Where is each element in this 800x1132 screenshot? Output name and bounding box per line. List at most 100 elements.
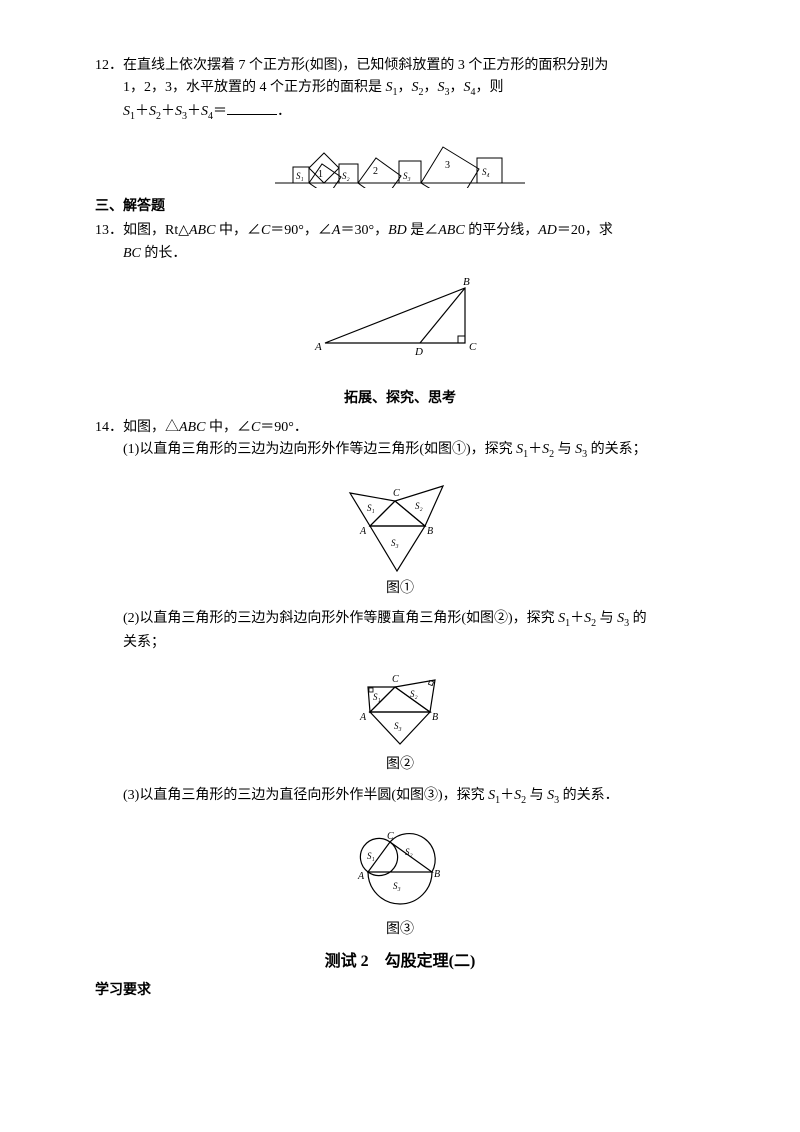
p14-sub2-l2: 关系；: [95, 632, 705, 654]
p14s3d: 的关系．: [559, 788, 619, 803]
p14s2c: 与: [596, 611, 617, 626]
p14s1d: 的关系；: [587, 442, 647, 457]
s4b: S: [201, 104, 208, 119]
p14c: C: [251, 420, 260, 435]
fig1-caption: 图①: [95, 578, 705, 600]
figure-13: A B C D: [95, 273, 705, 358]
problem-14: 14．如图，△ABC 中，∠C＝90°． (1)以直角三角形的三边为边向形外作等…: [95, 417, 705, 463]
p13bc: BC: [123, 246, 141, 261]
fig13-svg: A B C D: [310, 273, 490, 358]
problem-12-text: 12．在直线上依次摆着 7 个正方形(如图)，已知倾斜放置的 3 个正方形的面积…: [95, 55, 705, 77]
p13f: 的平分线，: [465, 223, 539, 238]
p13bd: BD: [388, 223, 407, 238]
p14s3a: (3)以直角三角形的三边为直径向形外作半圆(如图③)，探究: [123, 788, 488, 803]
problem-13: 13．如图，Rt△ABC 中，∠C＝90°，∠A＝30°，BD 是∠ABC 的平…: [95, 220, 705, 265]
f141b: B: [427, 526, 433, 537]
learn-req-title: 学习要求: [95, 980, 705, 1002]
p12-l2d: ，: [450, 80, 464, 95]
p14s2b: ＋: [570, 611, 584, 626]
figure-14-1: A B C S₁ S₂ S₃ 图①: [95, 471, 705, 600]
p14a: 如图，△: [123, 420, 179, 435]
f141a: A: [359, 526, 367, 537]
f142s1: S₁: [373, 692, 381, 702]
fig14-1-svg: A B C S₁ S₂ S₃: [335, 471, 465, 576]
f142a: A: [359, 712, 367, 723]
p13tc: ＝90°，∠: [270, 223, 332, 238]
problem-12: 12．在直线上依次摆着 7 个正方形(如图)，已知倾斜放置的 3 个正方形的面积…: [95, 55, 705, 125]
fig3-caption: 图③: [95, 919, 705, 941]
p13abc2: ABC: [438, 223, 464, 238]
p13-num: 13．: [95, 223, 123, 238]
s2: S: [412, 80, 419, 95]
p13-text: 13．如图，Rt△ABC 中，∠C＝90°，∠A＝30°，BD 是∠ABC 的平…: [95, 220, 705, 242]
fig12-svg: S₁ 1 S₂ 2 S₃ 3 S₄: [275, 133, 525, 188]
fig-s1: S₁: [296, 171, 304, 181]
fig-3: 3: [445, 160, 450, 171]
f13a: A: [314, 341, 322, 353]
f13c: C: [469, 341, 477, 353]
f141s2: S₂: [415, 501, 423, 511]
p12-l2a: 1，2，3，水平放置的 4 个正方形的面积是: [123, 80, 386, 95]
p12-l3b: ＋: [161, 104, 175, 119]
s2b: S: [149, 104, 156, 119]
fig-1: 1: [318, 169, 323, 180]
fig14-3-svg: A B C S₁ S₂ S₃: [340, 817, 460, 917]
f143s2: S₂: [405, 847, 413, 857]
test-2-title: 测试 2 勾股定理(二): [95, 949, 705, 975]
figure-14-3: A B C S₁ S₂ S₃ 图③: [95, 817, 705, 941]
p13ad: AD: [538, 223, 557, 238]
p12-l3c: ＋: [187, 104, 201, 119]
p13a: 如图，Rt△: [123, 223, 189, 238]
p14s3c: 与: [526, 788, 547, 803]
p13e: 是∠: [407, 223, 439, 238]
p14b: 中，∠: [205, 420, 251, 435]
fig2-caption: 图②: [95, 754, 705, 776]
p14abc: ABC: [179, 420, 205, 435]
p12-l3d: ＝: [213, 104, 227, 119]
s3: S: [438, 80, 445, 95]
f143s1: S₁: [367, 851, 375, 861]
figure-12: S₁ 1 S₂ 2 S₃ 3 S₄: [95, 133, 705, 188]
f143b: B: [434, 869, 440, 880]
p13g: ＝20，求: [557, 223, 613, 238]
p12-l3a: ＋: [135, 104, 149, 119]
s1: S: [386, 80, 393, 95]
p12-l1: 在直线上依次摆着 7 个正方形(如图)，已知倾斜放置的 3 个正方形的面积分别为: [123, 58, 608, 73]
p12-l3e: ．: [277, 104, 291, 119]
p12-line2: 1，2，3，水平放置的 4 个正方形的面积是 S1，S2，S3，S4，则: [95, 77, 705, 101]
f143a: A: [357, 871, 365, 882]
f143c: C: [387, 831, 394, 842]
p14s1a: (1)以直角三角形的三边为边向形外作等边三角形(如图①)，探究: [123, 442, 516, 457]
extend-title: 拓展、探究、思考: [95, 388, 705, 410]
p12-l2c: ，: [424, 80, 438, 95]
p13l2: 的长．: [141, 246, 187, 261]
fig-s2: S₂: [342, 171, 350, 181]
p13d: ＝30°，: [340, 223, 388, 238]
f142s3: S₃: [394, 721, 402, 731]
p14s1b: ＋: [528, 442, 542, 457]
f13b: B: [463, 276, 470, 288]
p14s2d: 的: [629, 611, 647, 626]
fig14-2-svg: A B C S₁ S₂ S₃: [340, 662, 460, 752]
p14s2a: (2)以直角三角形的三边为斜边向形外作等腰直角三角形(如图②)，探究: [123, 611, 558, 626]
s4: S: [464, 80, 471, 95]
p12-num: 12．: [95, 58, 123, 73]
f142c: C: [392, 674, 399, 685]
section-3-title: 三、解答题: [95, 196, 705, 218]
p14-num: 14．: [95, 420, 123, 435]
p14-sub1: (1)以直角三角形的三边为边向形外作等边三角形(如图①)，探究 S1＋S2 与 …: [95, 439, 705, 463]
fig-2: 2: [373, 166, 378, 177]
s3b: S: [175, 104, 182, 119]
f143s3: S₃: [393, 881, 401, 891]
s1b: S: [123, 104, 130, 119]
p12-l2e: ，则: [476, 80, 504, 95]
p13abc: ABC: [189, 223, 215, 238]
p13b: 中，∠: [215, 223, 261, 238]
p13-line2: BC 的长．: [95, 243, 705, 265]
f13d: D: [414, 346, 423, 358]
figure-14-2: A B C S₁ S₂ S₃ 图②: [95, 662, 705, 776]
p14-text: 14．如图，△ABC 中，∠C＝90°．: [95, 417, 705, 439]
p14tc: ＝90°．: [260, 420, 308, 435]
f141s1: S₁: [367, 503, 375, 513]
p13c: C: [261, 223, 270, 238]
